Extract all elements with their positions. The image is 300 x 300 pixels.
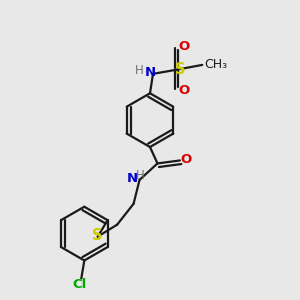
Text: Cl: Cl	[73, 278, 87, 292]
Text: H: H	[136, 169, 145, 182]
Text: O: O	[179, 40, 190, 53]
Text: N: N	[127, 172, 138, 185]
Text: O: O	[181, 153, 192, 167]
Text: O: O	[179, 84, 190, 97]
Text: CH₃: CH₃	[204, 58, 227, 71]
Text: N: N	[144, 66, 156, 79]
Text: H: H	[135, 64, 144, 77]
Text: S: S	[175, 62, 186, 77]
Text: S: S	[92, 228, 102, 243]
